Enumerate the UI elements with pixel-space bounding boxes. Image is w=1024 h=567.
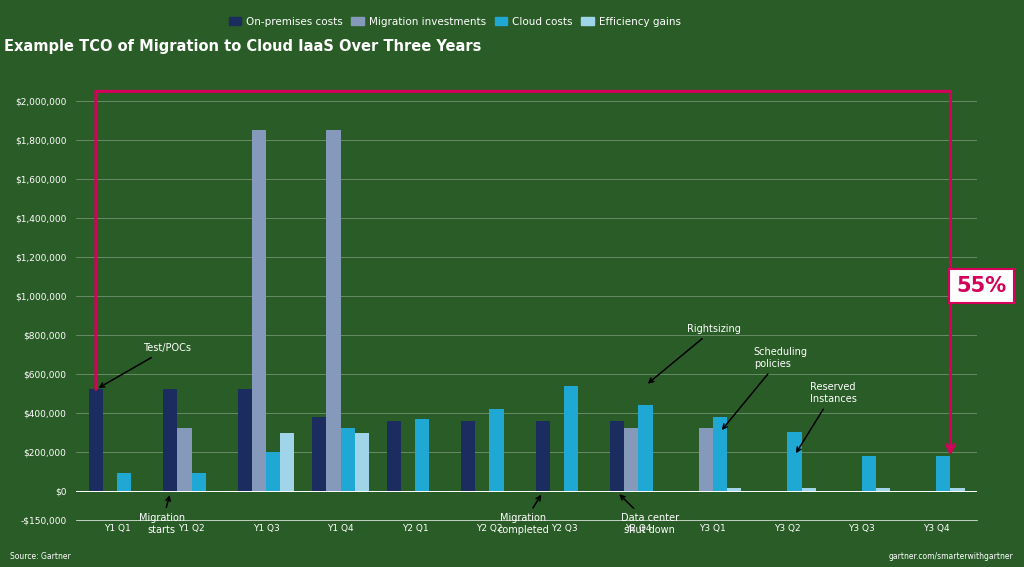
- Text: Test/POCs: Test/POCs: [100, 344, 191, 387]
- Bar: [281, 433, 295, 490]
- Text: Data center
shut down: Data center shut down: [621, 496, 679, 535]
- Bar: [536, 421, 550, 490]
- Legend: On-premises costs, Migration investments, Cloud costs, Efficiency gains: On-premises costs, Migration investments…: [224, 12, 685, 31]
- Bar: [787, 432, 802, 490]
- Text: Reserved
Instances: Reserved Instances: [797, 383, 856, 452]
- Bar: [625, 428, 638, 490]
- Bar: [461, 421, 475, 490]
- Text: Migration
starts: Migration starts: [139, 497, 185, 535]
- Bar: [341, 428, 354, 490]
- Text: Rightsizing: Rightsizing: [649, 324, 740, 383]
- Bar: [862, 456, 876, 490]
- Bar: [802, 488, 816, 490]
- Bar: [191, 473, 206, 490]
- Bar: [950, 488, 965, 490]
- Bar: [415, 418, 429, 490]
- Bar: [164, 390, 177, 490]
- Bar: [936, 456, 950, 490]
- Bar: [354, 433, 369, 490]
- Bar: [610, 421, 625, 490]
- Bar: [387, 421, 400, 490]
- Bar: [117, 473, 131, 490]
- Bar: [312, 417, 327, 490]
- Text: Example TCO of Migration to Cloud IaaS Over Three Years: Example TCO of Migration to Cloud IaaS O…: [4, 39, 481, 54]
- Bar: [177, 428, 191, 490]
- Bar: [713, 417, 727, 490]
- Bar: [238, 390, 252, 490]
- Text: Source: Gartner: Source: Gartner: [10, 552, 71, 561]
- Bar: [876, 488, 890, 490]
- Bar: [252, 130, 266, 490]
- Bar: [327, 130, 341, 490]
- Text: Migration
completed: Migration completed: [497, 496, 549, 535]
- Text: Scheduling
policies: Scheduling policies: [723, 348, 808, 429]
- Bar: [698, 428, 713, 490]
- Bar: [266, 452, 281, 490]
- Bar: [89, 390, 103, 490]
- Bar: [638, 405, 652, 490]
- Text: gartner.com/smarterwithgartner: gartner.com/smarterwithgartner: [889, 552, 1014, 561]
- Text: 55%: 55%: [956, 276, 1007, 296]
- Bar: [564, 386, 579, 490]
- Bar: [727, 488, 741, 490]
- Bar: [489, 409, 504, 490]
